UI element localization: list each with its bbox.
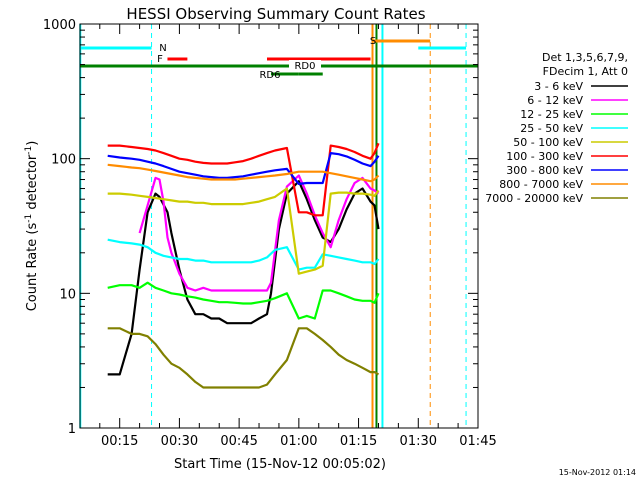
chart-title: HESSI Observing Summary Count Rates [126,5,425,23]
series-line-2 [138,174,380,292]
plot-frame [79,23,479,429]
y-tick-label: 100 [51,153,76,168]
legend-entry-label: 12 - 25 keV [520,108,583,121]
series-line-4 [107,238,380,271]
flag-bars: N S F RD0 RD6 [79,36,478,81]
flag-label-bg [289,60,321,71]
legend-entry-label: 100 - 300 keV [506,150,583,163]
flag-label-rd6: RD6 [259,70,280,81]
legend-entry-label: 6 - 12 keV [527,94,583,107]
x-tick-label: 00:15 [101,434,138,449]
x-tick-label: 00:45 [220,434,257,449]
y-axis-label-sup2: -1 [24,146,34,155]
series-line-1 [107,180,380,376]
series-line-9 [107,327,380,389]
legend: Det 1,3,5,6,7,9,FDecim 1, Att 0 3 - 6 keV… [485,51,628,205]
legend-entry-label: 3 - 6 keV [534,80,583,93]
x-tick-label: 01:45 [459,434,496,449]
flag-label-rd0: RD0 [294,61,315,72]
legend-entry-label: 800 - 7000 keV [499,178,583,191]
y-axis-label: Count Rate (s-1 detector-1) [24,141,40,312]
y-axis-label-main: Count Rate (s [25,223,40,312]
y-tick-label: 1000 [43,18,76,33]
y-axis-label-end: ) [25,141,40,146]
axis-ticks: 1 10 100 1000 00:15 00:30 00:45 01:00 01:15 01:30… [43,18,497,449]
series-line-5 [107,187,380,275]
legend-header: FDecim 1, Att 0 [543,65,628,78]
y-tick-label: 1 [68,422,76,437]
x-tick-label: 01:15 [340,434,377,449]
flag-vertical-lines [79,24,467,428]
footer-timestamp: 15-Nov-2012 01:14 [559,468,636,477]
y-axis-label-mid: detector [25,154,40,214]
legend-entry-label: 300 - 800 keV [506,164,583,177]
series-lines [107,142,380,389]
x-axis-label: Start Time (15-Nov-12 00:05:02) [174,457,386,472]
flag-label-f: F [157,54,163,65]
y-axis-label-sup1: -1 [24,214,34,223]
y-tick-label: 10 [59,287,76,302]
legend-entry-label: 50 - 100 keV [513,136,583,149]
x-tick-label: 01:30 [400,434,437,449]
legend-entry-label: 25 - 50 keV [520,122,583,135]
series-line-8 [107,163,380,183]
x-tick-label: 00:30 [161,434,198,449]
legend-header: Det 1,3,5,6,7,9, [542,51,628,64]
series-line-6 [107,142,380,217]
series-line-3 [107,281,380,320]
series-line-7 [107,152,380,185]
x-tick-label: 01:00 [280,434,317,449]
flag-label-s: S [370,36,376,47]
flag-label-n: N [159,43,166,54]
legend-entry-label: 7000 - 20000 keV [485,192,583,205]
